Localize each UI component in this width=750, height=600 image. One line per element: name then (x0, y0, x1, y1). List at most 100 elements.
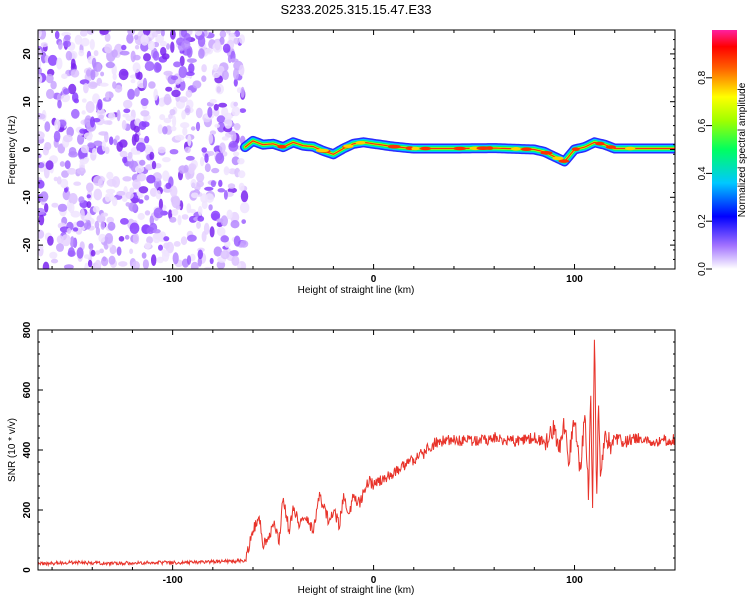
noise-blob (216, 218, 224, 223)
noise-blob (123, 108, 131, 114)
noise-blob (226, 30, 231, 34)
noise-blob (38, 131, 45, 140)
noise-blob (131, 260, 140, 269)
noise-blob (181, 214, 189, 220)
noise-blob (93, 140, 103, 147)
noise-blob (142, 30, 151, 36)
noise-blob (224, 168, 231, 173)
snr-y-tick-label: 600 (22, 381, 33, 398)
noise-blob (125, 191, 134, 200)
noise-blob (163, 93, 172, 106)
noise-blob (152, 229, 161, 234)
noise-blob (149, 215, 154, 226)
noise-blob (162, 187, 173, 193)
noise-blob (122, 176, 132, 182)
noise-blob (83, 222, 92, 230)
noise-blob (220, 215, 228, 227)
noise-blob (219, 30, 227, 38)
noise-blob (220, 235, 229, 243)
noise-blob (78, 196, 85, 204)
noise-blob (80, 208, 85, 220)
noise-blob (239, 108, 247, 113)
noise-blob (228, 140, 239, 152)
noise-blob (172, 115, 177, 128)
noise-blob (239, 34, 245, 44)
snr-y-tick-label: 800 (22, 321, 33, 338)
noise-blob (142, 77, 148, 89)
noise-blob (168, 209, 173, 220)
noise-blob (64, 187, 68, 193)
noise-blob (87, 259, 93, 268)
noise-blob (89, 39, 95, 50)
noise-blob (64, 34, 71, 41)
track-hotspot (552, 156, 564, 161)
noise-blob (118, 236, 125, 242)
noise-blob (93, 50, 99, 57)
noise-blob (143, 53, 151, 62)
spectrogram-x-label: Height of straight line (km) (298, 285, 415, 296)
noise-blob (190, 261, 199, 269)
noise-blob (186, 255, 192, 265)
noise-blob (229, 58, 239, 63)
noise-blob (100, 212, 109, 217)
noise-blob (47, 54, 58, 66)
noise-blob (76, 167, 86, 175)
noise-blob (195, 107, 203, 119)
noise-blob (205, 47, 213, 55)
noise-blob (153, 207, 164, 219)
noise-blob (134, 87, 140, 97)
noise-blob (79, 128, 87, 134)
noise-blob (196, 221, 201, 229)
noise-blob (49, 251, 58, 259)
noise-blob (165, 86, 173, 92)
noise-blob (151, 31, 158, 38)
noise-blob (109, 136, 114, 145)
noise-blob (163, 242, 170, 249)
noise-blob (231, 255, 240, 266)
noise-blob (179, 55, 185, 67)
track-hotspot (571, 147, 580, 151)
noise-blob (155, 190, 161, 200)
noise-blob (201, 147, 207, 153)
noise-blob (173, 241, 181, 247)
noise-blob (57, 41, 63, 50)
noise-blob (133, 125, 140, 133)
spectrogram-y-tick-label: 20 (22, 48, 33, 60)
noise-blob (99, 248, 104, 254)
noise-blob (231, 156, 240, 166)
noise-blob (241, 219, 246, 225)
noise-blob (177, 214, 182, 226)
noise-blob (83, 254, 91, 259)
noise-blob (112, 197, 118, 207)
noise-blob (219, 36, 225, 45)
noise-blob (95, 226, 100, 236)
noise-blob (68, 147, 77, 156)
noise-blob (157, 124, 163, 134)
noise-blob (215, 83, 224, 95)
noise-blob (239, 240, 249, 248)
colorbar-tick-label: 0.2 (697, 214, 708, 228)
noise-blob (147, 40, 155, 51)
noise-blob (130, 50, 136, 63)
noise-blob (47, 235, 54, 246)
noise-blob (86, 201, 92, 209)
spectrogram-y-tick-label: 0 (22, 146, 33, 152)
noise-blob (80, 30, 88, 37)
noise-blob (180, 122, 190, 129)
noise-blob (38, 30, 42, 38)
noise-blob (230, 220, 240, 229)
noise-blob (105, 91, 110, 101)
noise-blob (163, 70, 173, 76)
track-hotspot (511, 147, 521, 151)
noise-blob (122, 113, 130, 118)
noise-blob (66, 227, 72, 234)
noise-blob (148, 81, 156, 89)
noise-blob (166, 43, 170, 50)
noise-blob (84, 115, 92, 127)
colorbar-gradient (712, 30, 737, 269)
noise-blob (44, 121, 51, 132)
noise-blob (131, 134, 137, 146)
noise-blob (85, 101, 95, 113)
